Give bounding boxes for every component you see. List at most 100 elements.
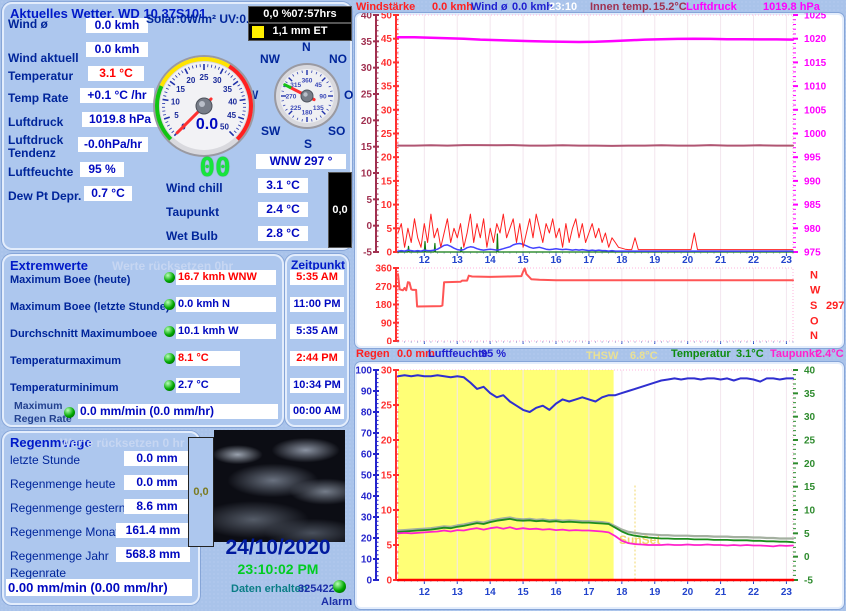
- extreme-row-label: Temperaturmaximum: [10, 355, 122, 367]
- svg-text:360: 360: [375, 264, 392, 275]
- svg-text:30: 30: [361, 513, 373, 524]
- temp-rate-label: Temp Rate: [8, 91, 69, 105]
- wind-lcd-display: 00: [199, 153, 231, 183]
- svg-text:-5: -5: [363, 248, 372, 259]
- svg-text:5: 5: [174, 111, 179, 120]
- dewpt-depr-value: 0.7 °C: [84, 186, 132, 201]
- data-received-label: Daten erhalten: [231, 583, 308, 595]
- webcam-image[interactable]: [214, 430, 345, 542]
- hdr-indoor-temp-value: 15.2°C: [653, 1, 687, 13]
- rain-row-label: Regenmenge gestern: [10, 501, 126, 515]
- svg-text:20: 20: [381, 153, 393, 164]
- svg-text:18: 18: [616, 255, 628, 266]
- rain-row-value: 568.8 mm: [116, 547, 190, 562]
- svg-text:12: 12: [419, 587, 431, 598]
- svg-text:0: 0: [386, 337, 392, 345]
- svg-text:25: 25: [381, 401, 393, 412]
- extreme-time: 11:00 PM: [290, 297, 344, 312]
- compass-n-label: N: [302, 40, 311, 54]
- extremes-panel: Extremwerte Werte rücksetzen 0hr Maximum…: [2, 254, 284, 427]
- hdr-pressure-value: 1019.8 hPa: [763, 1, 820, 13]
- compass-nw-label: NW: [260, 52, 280, 66]
- svg-text:25: 25: [804, 436, 816, 447]
- current-time: 23:10:02 PM: [237, 561, 319, 577]
- svg-text:60: 60: [361, 450, 373, 461]
- svg-text:17: 17: [583, 255, 595, 266]
- status-led-icon: [164, 353, 175, 364]
- wind-chill-label: Wind chill: [166, 181, 223, 195]
- extreme-row-label: Maximum Boee (heute): [10, 274, 131, 286]
- rain-row-value: 8.6 mm: [124, 499, 190, 514]
- svg-text:16: 16: [550, 255, 562, 266]
- extreme-row-value: 10.1 kmh W: [176, 324, 276, 339]
- svg-text:20: 20: [381, 436, 393, 447]
- svg-text:16: 16: [550, 587, 562, 598]
- hdr-windavg-value: 0.0 kmh: [512, 1, 553, 13]
- hdr-temp-label: Temperatur: [671, 348, 731, 360]
- compass-so-label: SO: [328, 124, 346, 138]
- svg-text:10: 10: [381, 200, 393, 211]
- rain-row-label: letzte Stunde: [10, 453, 81, 467]
- pressure-trend-value: -0.0hPa/hr: [78, 137, 148, 152]
- extreme-row-value: 2.7 °C: [176, 378, 240, 393]
- rain-row-value: 0.0 mm: [124, 475, 190, 490]
- extremes-title: Extremwerte: [10, 258, 89, 273]
- hdr-thsw-value: 6.8°C: [630, 350, 658, 362]
- svg-text:135: 135: [313, 105, 324, 112]
- extreme-time: 5:35 AM: [290, 324, 344, 339]
- hdr-dewpoint-value: 2.4°C: [816, 348, 844, 360]
- svg-text:15: 15: [381, 176, 393, 187]
- svg-text:14: 14: [485, 587, 497, 598]
- wind-avg-label: Wind ø: [8, 17, 48, 31]
- temp-rate-value: +0.1 °C /hr: [80, 88, 154, 103]
- extreme-row-label: Maximum Regen Rate: [14, 400, 72, 425]
- rain-row-value: 161.4 mm: [116, 523, 190, 538]
- wind-pressure-temp-chart[interactable]: -505101520253035400510152025303540455097…: [352, 13, 846, 267]
- alarm-label: Alarm: [321, 596, 353, 608]
- svg-text:N: N: [810, 270, 818, 282]
- hdr-pressure-label: Luftdruck: [686, 1, 737, 13]
- hdr-humidity-value: 95 %: [481, 348, 507, 360]
- humidity-value: 95 %: [80, 162, 124, 177]
- svg-text:270: 270: [375, 282, 392, 293]
- svg-text:35: 35: [381, 82, 393, 93]
- svg-text:15: 15: [518, 587, 530, 598]
- svg-text:45: 45: [227, 111, 236, 120]
- svg-text:O: O: [810, 315, 819, 327]
- wind-current-label: Wind aktuell: [8, 51, 79, 65]
- svg-text:23: 23: [781, 587, 793, 598]
- hdr-thsw-label: THSW: [586, 350, 619, 362]
- compass-sw-label: SW: [261, 124, 281, 138]
- svg-text:1010: 1010: [804, 82, 827, 93]
- compass-o-label: O: [344, 88, 354, 102]
- svg-text:0: 0: [386, 576, 392, 587]
- rain-row-label: Regenmenge Monat: [10, 525, 119, 539]
- svg-text:19: 19: [649, 255, 661, 266]
- svg-text:25: 25: [200, 73, 209, 82]
- svg-text:1020: 1020: [804, 34, 827, 45]
- svg-text:90: 90: [361, 387, 373, 398]
- hdr-windstrength-value: 0.0 kmh: [432, 1, 473, 13]
- wind-direction-readout: WNW 297 °: [256, 154, 346, 169]
- rain-amounts-panel: Regenmenge Werte rücksetzen 0 hr letzte …: [2, 431, 200, 605]
- wind-avg-value: 0.0 kmh: [86, 18, 148, 33]
- wet-bulb-label: Wet Bulb: [166, 229, 218, 243]
- svg-text:15: 15: [381, 471, 393, 482]
- svg-text:40: 40: [381, 58, 393, 69]
- svg-text:50: 50: [220, 123, 229, 132]
- rain-bar-value: 0,0: [193, 486, 209, 498]
- svg-text:70: 70: [361, 429, 373, 440]
- svg-text:50: 50: [381, 13, 393, 22]
- hdr-humidity-label: Luftfeuchte: [428, 348, 488, 360]
- svg-text:20: 20: [186, 76, 195, 85]
- svg-text:23: 23: [781, 255, 793, 266]
- svg-text:30: 30: [381, 105, 393, 116]
- et-box: 1,1 mm ET: [248, 23, 352, 41]
- svg-text:25: 25: [361, 90, 373, 101]
- extreme-time: 00:00 AM: [290, 404, 344, 419]
- svg-text:0: 0: [386, 248, 392, 259]
- humidity-temp-rain-chart[interactable]: SunSet0102030405060708090100051015202530…: [352, 362, 846, 608]
